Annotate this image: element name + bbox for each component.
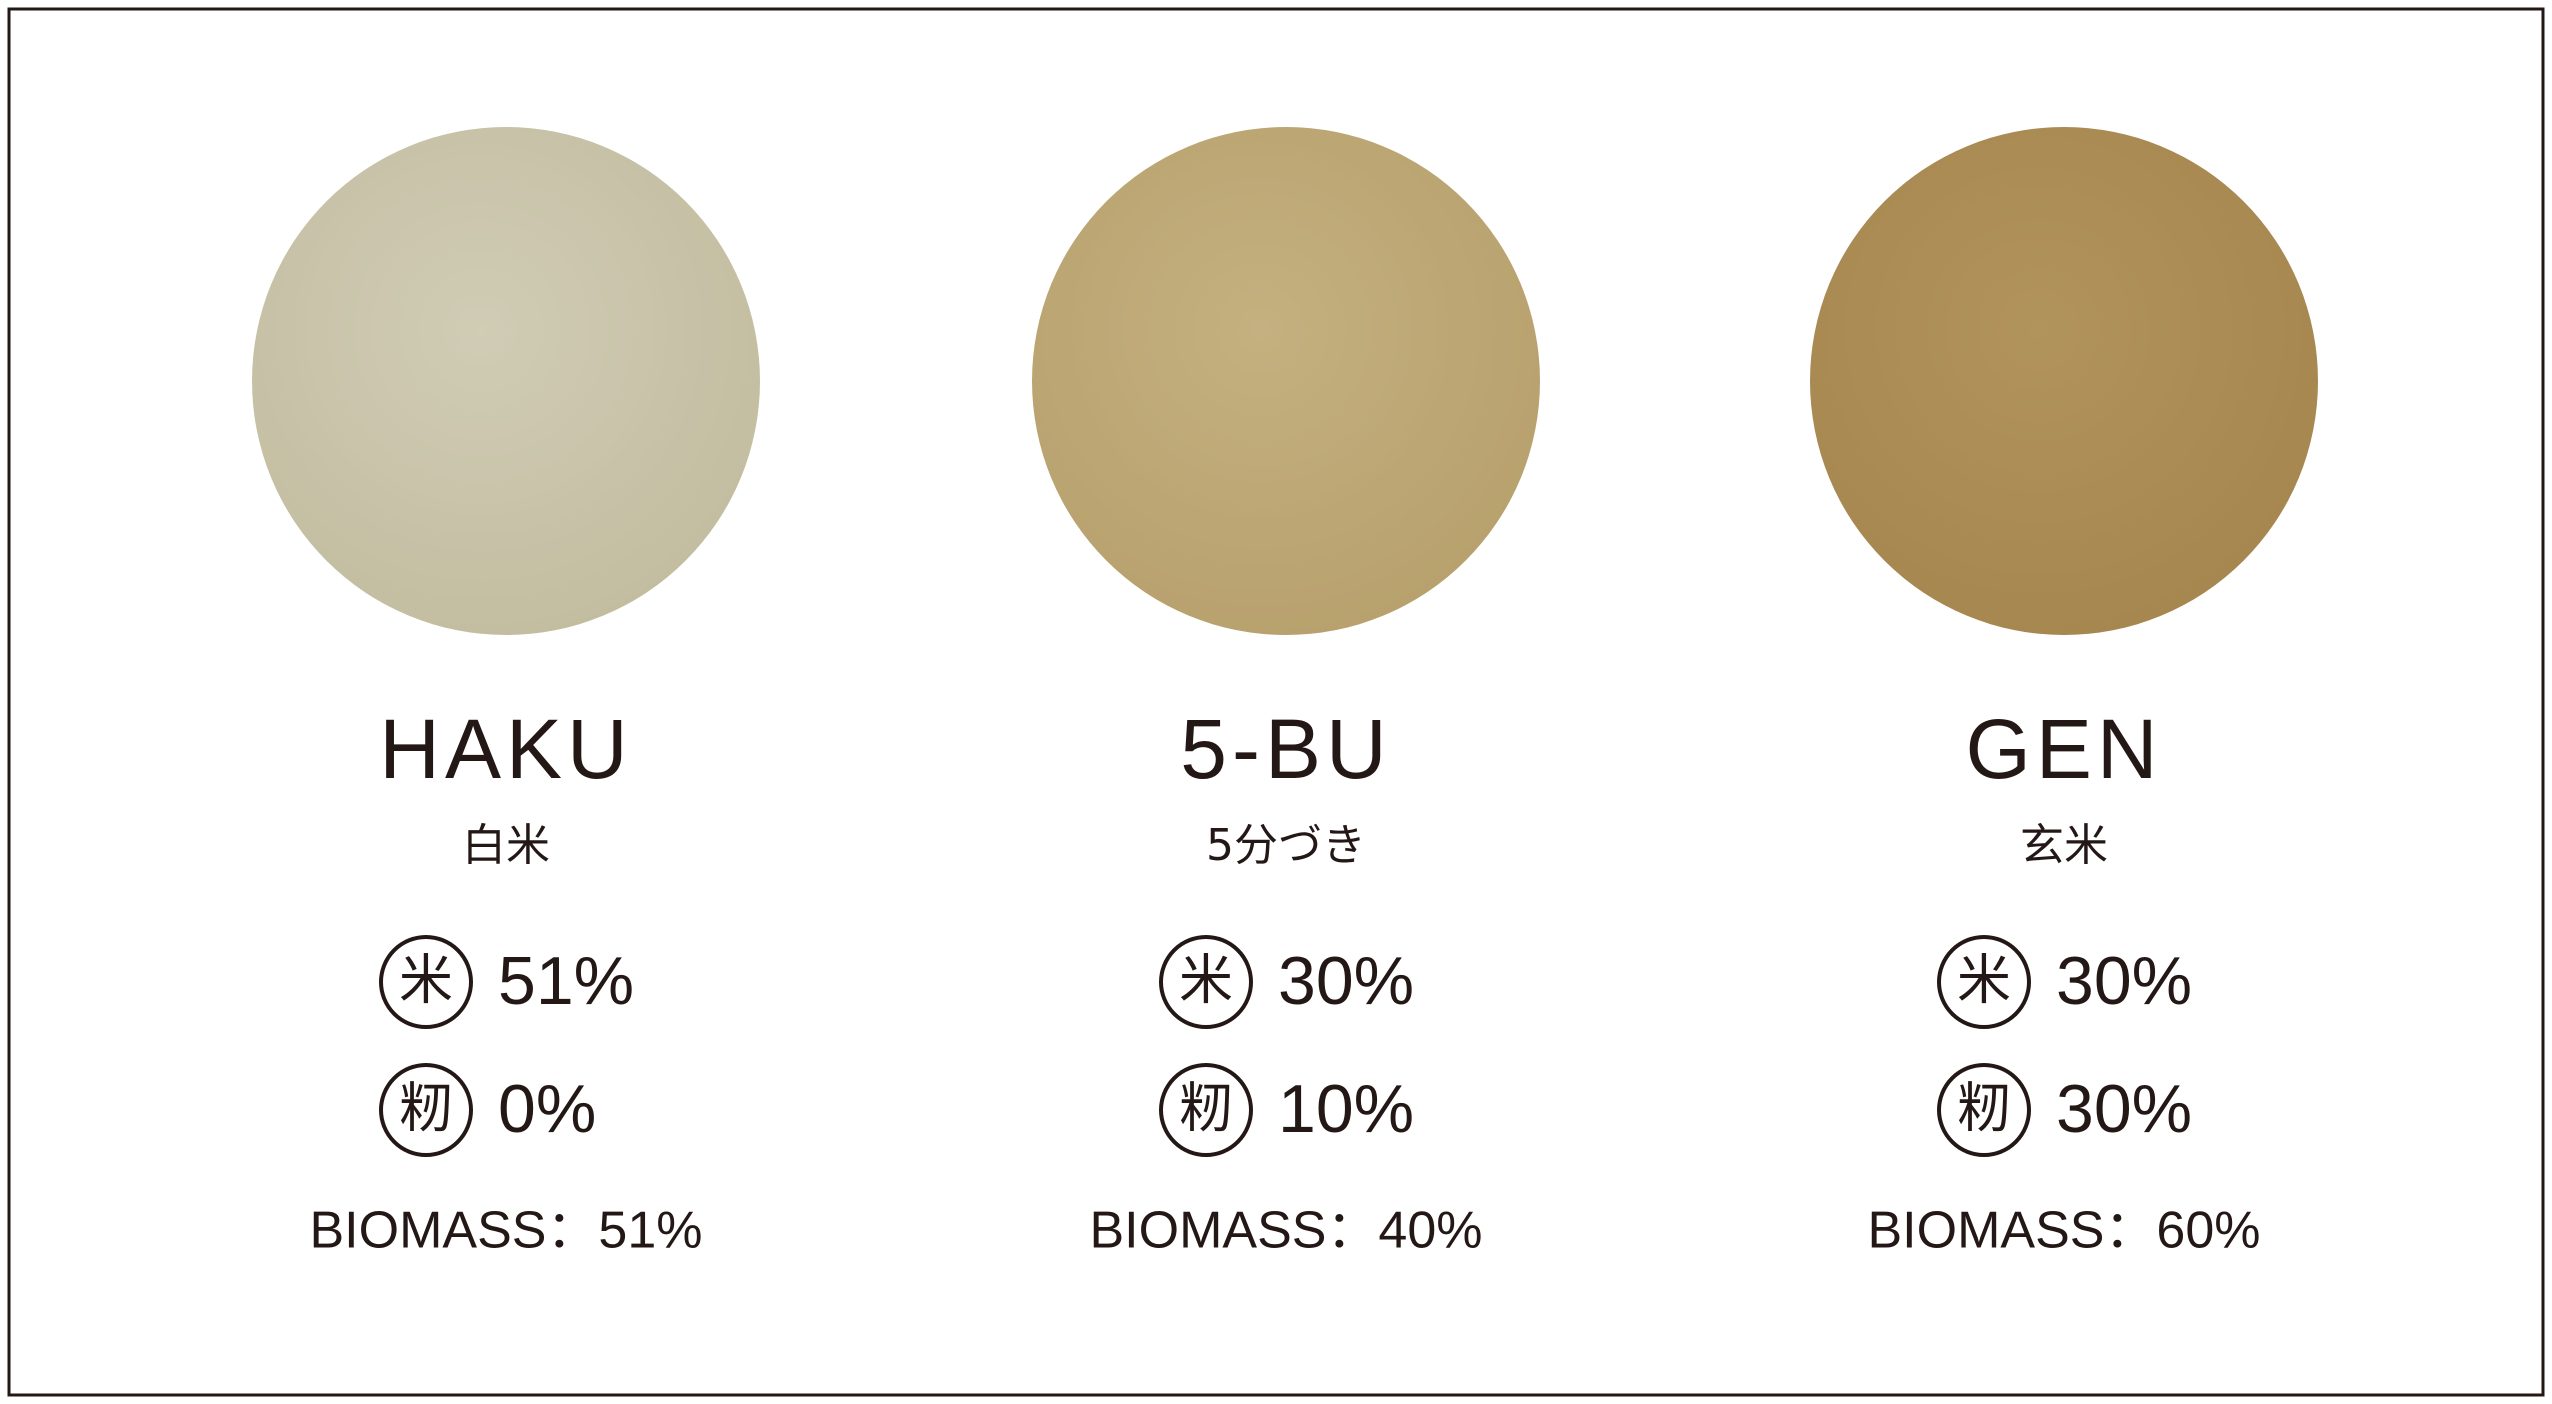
icon-ring <box>379 1063 473 1157</box>
percentage: 51% <box>498 943 634 1019</box>
material-swatch <box>1810 127 2318 635</box>
biomass-label: BIOMASS：40% <box>1089 1202 1482 1260</box>
percentage: 10% <box>1278 1071 1414 1147</box>
icon-ring <box>1937 935 2031 1029</box>
percentage: 30% <box>1278 943 1414 1019</box>
material-japanese: 5分づき <box>1206 820 1366 871</box>
biomass-label: BIOMASS：60% <box>1867 1202 2260 1260</box>
material-name: HAKU <box>379 702 632 796</box>
icon-label: 籾 <box>1957 1077 2011 1140</box>
material-japanese: 玄米 <box>2020 820 2108 871</box>
icon-label: 米 <box>1179 949 1233 1012</box>
material-name: GEN <box>1965 702 2162 796</box>
material-swatch <box>1032 127 1540 635</box>
icon-label: 米 <box>399 949 453 1012</box>
percentage: 0% <box>498 1071 596 1147</box>
biomass-label: BIOMASS：51% <box>309 1202 702 1260</box>
material-name: 5-BU <box>1180 702 1391 796</box>
icon-ring <box>1937 1063 2031 1157</box>
percentage: 30% <box>2056 943 2192 1019</box>
material-swatch <box>252 127 760 635</box>
material-japanese: 白米 <box>462 820 550 871</box>
icon-ring <box>1159 935 1253 1029</box>
icon-label: 籾 <box>399 1077 453 1140</box>
percentage: 30% <box>2056 1071 2192 1147</box>
icon-label: 米 <box>1957 949 2011 1012</box>
icon-ring <box>1159 1063 1253 1157</box>
icon-ring <box>379 935 473 1029</box>
icon-label: 籾 <box>1179 1077 1233 1140</box>
